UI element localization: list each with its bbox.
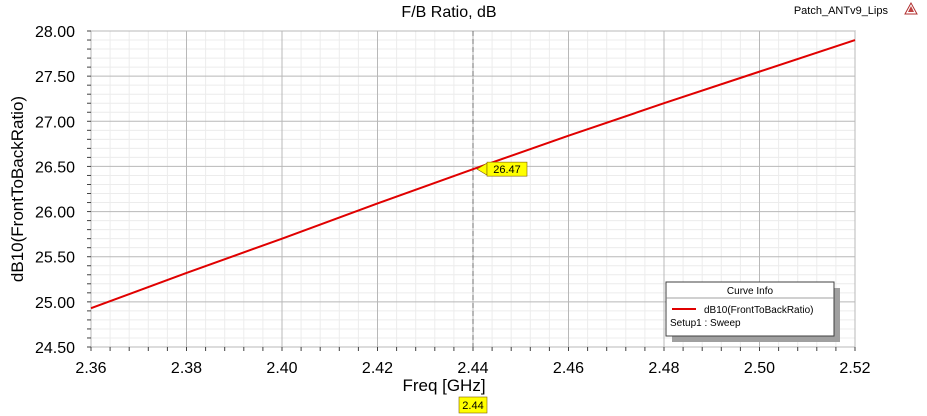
- y-tick-label: 27.50: [35, 69, 75, 86]
- series-group: [90, 39, 856, 310]
- x-tick-labels: 2.36 2.38 2.40 2.42 2.44 2.46 2.48 2.50 2.52: [75, 360, 870, 377]
- x-tick-label: 2.52: [839, 360, 870, 377]
- minor-ticks: [87, 30, 856, 351]
- legend[interactable]: Curve Info dB10(FrontToBackRatio) Setup1 :…: [665, 281, 840, 342]
- marker-y-box: [486, 161, 528, 177]
- marker-x-box: [458, 396, 488, 414]
- y-tick-label: 28.00: [35, 24, 75, 41]
- x-tick-label: 2.44: [457, 360, 488, 377]
- legend-title: Curve Info: [727, 286, 774, 297]
- logo-fill: [908, 6, 914, 12]
- y-axis-label: dB10(FrontToBackRatio): [8, 96, 27, 282]
- y-tick-label: 26.00: [35, 205, 75, 222]
- x-tick-label: 2.38: [171, 360, 202, 377]
- project-name: Patch_ANTv9_Lips: [794, 5, 889, 17]
- y-tick-label: 24.50: [35, 340, 75, 357]
- y-tick-label: 27.00: [35, 114, 75, 131]
- x-tick-label: 2.36: [75, 360, 106, 377]
- marker-x-label: 2.44: [462, 400, 483, 412]
- x-tick-label: 2.48: [648, 360, 679, 377]
- y-tick-labels: 24.50 25.00 25.50 26.00 26.50 27.00 27.50 28.00: [35, 24, 75, 357]
- x-tick-label: 2.50: [744, 360, 775, 377]
- y-tick-label: 25.50: [35, 250, 75, 267]
- x-axis-label: Freq [GHz]: [402, 376, 485, 395]
- legend-subtitle: Setup1 : Sweep: [670, 318, 741, 329]
- marker-y-label: 26.47: [493, 164, 521, 176]
- chart-title: F/B Ratio, dB: [401, 4, 496, 21]
- x-tick-label: 2.40: [266, 360, 297, 377]
- legend-entry: dB10(FrontToBackRatio): [704, 305, 814, 316]
- marker-group[interactable]: 26.47 2.44: [458, 161, 528, 414]
- y-tick-label: 26.50: [35, 159, 75, 176]
- series-line: [90, 39, 856, 310]
- logo-outline: [904, 1, 918, 15]
- x-tick-label: 2.46: [553, 360, 584, 377]
- ansys-logo-icon: [904, 1, 918, 15]
- x-tick-label: 2.42: [362, 360, 393, 377]
- y-tick-label: 25.00: [35, 295, 75, 312]
